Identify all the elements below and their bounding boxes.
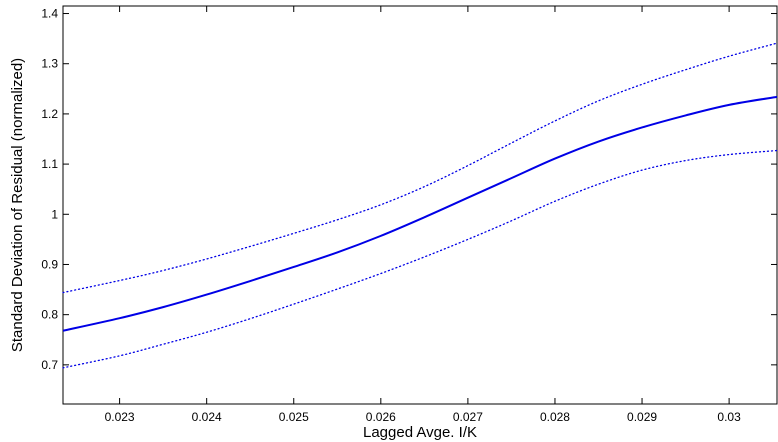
plot-frame xyxy=(62,5,778,405)
y-tick-label: 1.3 xyxy=(41,57,58,71)
series-line-estimate xyxy=(62,95,778,332)
y-tick-label: 1.1 xyxy=(41,157,58,171)
series-layer xyxy=(62,42,778,369)
y-axis-label: Standard Deviation of Residual (normaliz… xyxy=(9,58,26,352)
series-line-upper-band xyxy=(62,42,778,294)
y-tick-label: 0.7 xyxy=(41,358,58,372)
y-tick-label: 0.9 xyxy=(41,257,58,271)
y-tick-label: 1.2 xyxy=(41,107,58,121)
y-axis-ticks: 0.7 0.8 0.9 1 1.1 1.2 1.3 1.4 xyxy=(41,7,777,372)
x-tick-label: 0.028 xyxy=(540,410,570,424)
x-tick-label: 0.03 xyxy=(717,410,741,424)
x-tick-label: 0.026 xyxy=(366,410,396,424)
y-tick-label: 0.8 xyxy=(41,308,58,322)
x-tick-label: 0.023 xyxy=(105,410,135,424)
y-tick-label: 1.4 xyxy=(41,7,58,21)
x-tick-label: 0.024 xyxy=(192,410,222,424)
x-axis-label: Lagged Avge. I/K xyxy=(363,424,477,441)
x-axis-ticks: 0.023 0.024 0.025 0.026 0.027 0.028 0.029 0.03 xyxy=(105,6,741,424)
x-tick-label: 0.029 xyxy=(627,410,657,424)
y-tick-label: 1 xyxy=(51,207,58,221)
x-tick-label: 0.025 xyxy=(279,410,309,424)
x-tick-label: 0.027 xyxy=(453,410,483,424)
